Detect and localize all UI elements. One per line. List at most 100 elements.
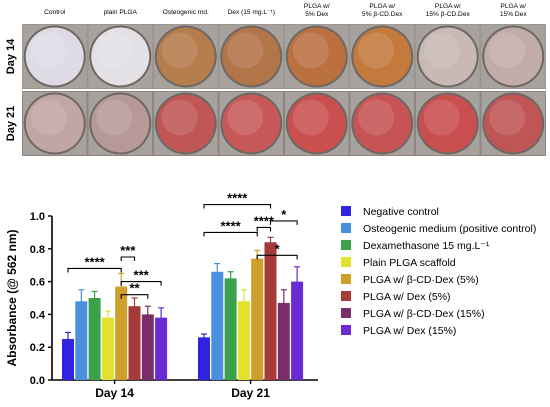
- plate-column-label: PLGA w/5% Dex: [304, 3, 330, 18]
- significance-label: ***: [134, 268, 150, 283]
- legend-swatch: [341, 257, 351, 267]
- well-highlight: [292, 32, 329, 69]
- plate-column-label-line: PLGA w/: [500, 3, 526, 10]
- significance-label: *: [275, 241, 281, 256]
- plate-header-bg: [0, 0, 550, 24]
- bar: [155, 317, 168, 380]
- well-plate-image: Control plain PLGA Osteogenic md. Dex (15 m…: [0, 0, 550, 156]
- plate-column-label-line: 15% β-CD.Dex: [426, 11, 471, 18]
- significance-bracket: [203, 203, 272, 209]
- well: [156, 27, 215, 86]
- plate-column-label: Osteogenic md.: [163, 9, 209, 16]
- well-highlight: [227, 99, 264, 136]
- well: [484, 94, 543, 153]
- well-highlight: [423, 32, 460, 69]
- legend-label: PLGA w/ Dex (5%): [363, 291, 451, 303]
- plate-column-label-line: Control: [44, 9, 66, 16]
- legend-swatch: [341, 206, 351, 216]
- plate-column-label: PLGA w/5% β-CD.Dex: [362, 3, 403, 18]
- well-highlight: [96, 99, 133, 136]
- bar: [251, 258, 264, 380]
- significance-bracket: [67, 267, 122, 273]
- well-highlight: [292, 99, 329, 136]
- plate-column-label: Dex (15 mg.L⁻¹): [228, 9, 275, 16]
- well: [418, 27, 477, 86]
- y-tick-label: 0.8: [30, 244, 45, 256]
- y-axis-label: Absorbance (@ 562 nm): [5, 229, 19, 366]
- legend-label: Negative control: [363, 206, 439, 218]
- plate-column-label-line: 5% β-CD.Dex: [362, 11, 403, 18]
- well: [353, 94, 412, 153]
- y-tick-label: 0.2: [30, 342, 45, 354]
- plate-row-label: Day 14: [5, 38, 17, 74]
- legend-swatch: [341, 308, 351, 318]
- well-highlight: [489, 99, 526, 136]
- plate-column-label-line: Dex (15 mg.L⁻¹): [228, 9, 275, 16]
- bar-chart: 0.0 0.2 0.4 0.6 0.8 1.0 Absorbance (@ 562 nm) D…: [5, 191, 318, 400]
- bar: [128, 306, 141, 380]
- well: [91, 94, 150, 153]
- bar: [277, 302, 290, 380]
- well: [91, 27, 150, 86]
- legend-label: PLGA w/ Dex (15%): [363, 325, 456, 337]
- significance-bracket: [256, 254, 298, 260]
- well: [25, 27, 84, 86]
- well-highlight: [161, 99, 198, 136]
- well: [222, 94, 281, 153]
- x-tick-label: Day 14: [95, 386, 134, 400]
- plate-column-label-line: PLGA w/: [304, 3, 330, 10]
- well-highlight: [30, 99, 67, 136]
- y-tick-label: 0.4: [30, 309, 46, 321]
- significance-bracket: [269, 220, 298, 225]
- legend-swatch: [341, 223, 351, 233]
- legend-swatch: [341, 325, 351, 335]
- well: [418, 94, 477, 153]
- bar: [291, 281, 304, 380]
- y-tick-label: 1.0: [30, 211, 45, 223]
- well-highlight: [30, 32, 67, 69]
- bar: [62, 339, 74, 380]
- significance-bracket: [120, 281, 162, 286]
- bar: [211, 271, 224, 380]
- legend-swatch: [341, 274, 351, 284]
- plate-column-label-line: plain PLGA: [104, 9, 138, 16]
- plate-column-label: PLGA w/15% Dex: [500, 3, 527, 18]
- bar: [75, 301, 88, 380]
- significance-bracket: [120, 294, 149, 299]
- well-highlight: [358, 99, 395, 136]
- bar: [141, 314, 154, 380]
- plate-column-label: Control: [44, 9, 66, 16]
- well-highlight: [96, 32, 133, 69]
- bar: [264, 242, 277, 380]
- well: [287, 27, 346, 86]
- legend-label: PLGA w/ β-CD·Dex (5%): [363, 274, 479, 286]
- well-highlight: [489, 32, 526, 69]
- well: [484, 27, 543, 86]
- well: [353, 27, 412, 86]
- significance-label: ***: [120, 243, 136, 258]
- bar: [198, 337, 210, 380]
- bar: [224, 278, 237, 380]
- significance-label: ****: [227, 191, 248, 206]
- legend-swatch: [341, 291, 351, 301]
- legend: Negative control Osteogenic medium (posit…: [341, 206, 536, 337]
- well: [287, 94, 346, 153]
- plate-column-label-line: 5% Dex: [305, 11, 329, 18]
- legend-swatch: [341, 240, 351, 250]
- significance-label: *: [281, 207, 287, 222]
- well-highlight: [227, 32, 264, 69]
- well-highlight: [423, 99, 460, 136]
- legend-label: Plain PLGA scaffold: [363, 257, 456, 269]
- plate-column-label-line: PLGA w/: [369, 3, 395, 10]
- plate-row-label: Day 21: [5, 106, 17, 141]
- significance-label: **: [129, 281, 140, 296]
- significance-bracket: [203, 231, 258, 237]
- bar: [237, 301, 250, 380]
- significance-bracket: [256, 226, 272, 232]
- bar: [88, 298, 101, 380]
- plate-column-label-line: 15% Dex: [500, 11, 527, 18]
- well: [25, 94, 84, 153]
- bar: [115, 286, 128, 380]
- legend-label: Osteogenic medium (positive control): [363, 223, 536, 235]
- significance-label: ****: [84, 254, 105, 269]
